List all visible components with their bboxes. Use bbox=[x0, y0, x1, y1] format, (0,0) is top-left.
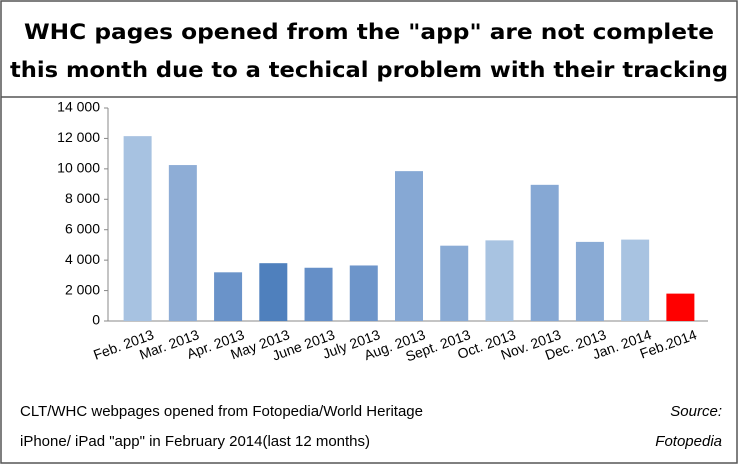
y-tick-label: 0 bbox=[92, 312, 100, 328]
y-tick-label: 12 000 bbox=[57, 129, 100, 145]
caption: iPhone/ iPad "app" in February 2014(last… bbox=[20, 433, 370, 450]
y-tick-label: 10 000 bbox=[57, 160, 100, 176]
y-tick-label: 2 000 bbox=[65, 281, 100, 297]
bar bbox=[168, 165, 197, 321]
source: Source: bbox=[670, 403, 722, 420]
bar bbox=[395, 171, 423, 321]
bar bbox=[214, 272, 243, 321]
chart-title: WHC pages opened from the "app" are not … bbox=[24, 20, 714, 44]
bar bbox=[349, 265, 378, 321]
caption: CLT/WHC webpages opened from Fotopedia/W… bbox=[20, 403, 423, 420]
bar bbox=[485, 240, 514, 321]
bar bbox=[304, 267, 333, 321]
bar bbox=[530, 184, 559, 321]
bar bbox=[621, 239, 650, 321]
y-tick-label: 4 000 bbox=[65, 251, 100, 267]
bar bbox=[440, 245, 469, 321]
y-tick-label: 6 000 bbox=[65, 220, 100, 236]
y-tick-label: 14 000 bbox=[57, 99, 100, 115]
y-tick-label: 8 000 bbox=[65, 190, 100, 206]
bar bbox=[575, 241, 604, 321]
bar bbox=[123, 136, 152, 321]
bar bbox=[259, 263, 288, 321]
bar bbox=[666, 293, 695, 321]
chart-title: this month due to a techical problem wit… bbox=[10, 58, 728, 82]
source: Fotopedia bbox=[655, 433, 722, 450]
